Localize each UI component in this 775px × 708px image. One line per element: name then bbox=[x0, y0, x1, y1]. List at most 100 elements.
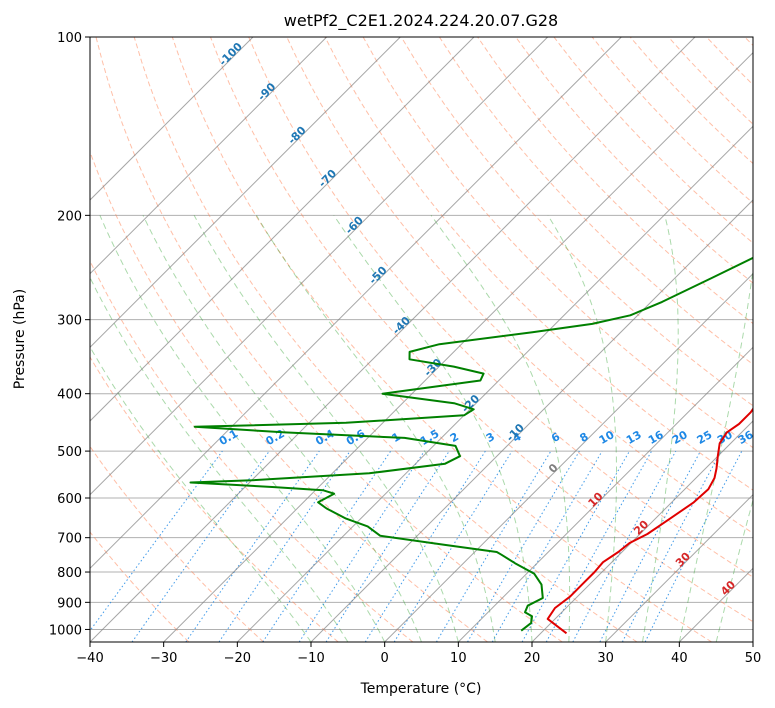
mixing-ratio-line bbox=[545, 450, 653, 642]
mixing-ratio-line bbox=[262, 450, 392, 642]
mixing-ratio-line bbox=[131, 450, 270, 642]
dry-adiabat-line bbox=[706, 37, 753, 86]
dry-adiabat-line bbox=[90, 531, 190, 642]
moist-adiabat-line bbox=[193, 215, 459, 642]
isotherm-line bbox=[90, 37, 696, 642]
y-tick-label: 900 bbox=[57, 596, 82, 611]
dry-adiabat-line bbox=[133, 37, 638, 642]
isotherm-line bbox=[90, 37, 328, 275]
x-tick-label: 30 bbox=[597, 651, 614, 666]
dry-adiabat-line bbox=[210, 37, 753, 623]
mixing-ratio-label: 3 bbox=[484, 430, 497, 445]
mixing-ratio-line bbox=[90, 450, 223, 632]
dry-adiabat-line bbox=[171, 37, 712, 642]
x-tick-label: 0 bbox=[381, 651, 389, 666]
mixing-ratio-label: 16 bbox=[646, 428, 666, 447]
isotherm-lines bbox=[90, 37, 753, 642]
y-tick-label: 1000 bbox=[49, 623, 82, 638]
isotherm-label: 30 bbox=[673, 549, 693, 569]
mixing-ratio-line bbox=[325, 450, 450, 642]
chart-title: wetPf2_C2E1.2024.224.20.07.G28 bbox=[284, 11, 558, 31]
x-tick-label: −30 bbox=[150, 651, 177, 666]
dry-adiabats bbox=[90, 37, 753, 642]
mixing-ratio-lines bbox=[90, 450, 743, 642]
y-tick-label: 700 bbox=[57, 532, 82, 547]
isotherm-label: -30 bbox=[421, 356, 444, 379]
mixing-ratio-label: 13 bbox=[624, 428, 644, 447]
mixing-ratio-line bbox=[599, 450, 701, 642]
mixing-ratio-label: 0.4 bbox=[313, 427, 337, 448]
x-tick-label: 50 bbox=[745, 651, 762, 666]
isotherm-line bbox=[90, 37, 475, 422]
dry-adiabat-line bbox=[438, 37, 753, 366]
isotherm-label: -80 bbox=[285, 124, 308, 147]
isotherm-label: 20 bbox=[631, 517, 651, 537]
isotherm-label: -90 bbox=[255, 80, 278, 103]
dry-adiabat-line bbox=[324, 37, 753, 491]
x-tick-label: 20 bbox=[524, 651, 541, 666]
isotherm-line bbox=[236, 125, 753, 642]
plot-area: 0.1 0.2 0.4 0.6 1 1.5 2 3 4 6 8 10 13 16 20 25 30 36-100-… bbox=[90, 37, 756, 642]
isotherm-label: -100 bbox=[216, 40, 245, 69]
plot-frame bbox=[89, 36, 754, 643]
isotherm-line bbox=[752, 641, 753, 642]
moist-adiabat-line bbox=[642, 215, 679, 642]
dry-adiabat-line bbox=[95, 37, 563, 642]
y-tick-label: 100 bbox=[57, 31, 82, 46]
isotherm-line bbox=[605, 493, 753, 642]
isobar-gridlines bbox=[90, 37, 753, 630]
y-tick-label: 200 bbox=[57, 209, 82, 224]
moist-adiabat-line bbox=[333, 215, 533, 642]
x-tick-label: 10 bbox=[450, 651, 467, 666]
dry-adiabat-line bbox=[90, 150, 488, 642]
isotherm-line bbox=[90, 37, 254, 201]
dewpoint-profile-line bbox=[189, 256, 753, 632]
dry-adiabat-line bbox=[90, 445, 264, 642]
mixing-ratio-line bbox=[298, 450, 425, 642]
isotherm-label: -10 bbox=[504, 421, 527, 444]
mixing-ratio-label: 10 bbox=[597, 428, 617, 447]
mixing-ratio-line bbox=[467, 450, 580, 642]
x-tick-label: −40 bbox=[76, 651, 103, 666]
dry-adiabat-line bbox=[248, 37, 753, 578]
y-axis: 100 200 300 400 500 600 700 800 900 1000 bbox=[49, 31, 90, 638]
mixing-ratio-label: 36 bbox=[736, 428, 756, 447]
moist-adiabat-line bbox=[90, 345, 312, 642]
mixing-ratio-label: 25 bbox=[695, 428, 715, 447]
mixing-ratio-line bbox=[393, 450, 513, 642]
profile-series bbox=[189, 256, 753, 635]
y-tick-label: 500 bbox=[57, 445, 82, 460]
moist-adiabat-line bbox=[678, 265, 753, 642]
y-tick-label: 300 bbox=[57, 314, 82, 329]
dry-adiabat-line bbox=[90, 259, 414, 642]
isotherm-line bbox=[90, 37, 401, 349]
y-tick-label: 800 bbox=[57, 566, 82, 581]
mixing-ratio-line bbox=[185, 450, 320, 642]
mixing-ratio-label: 2 bbox=[448, 430, 461, 445]
moist-adiabat-line bbox=[547, 215, 617, 642]
isotherm-line bbox=[678, 567, 753, 642]
isotherm-label: -40 bbox=[390, 314, 413, 337]
moist-adiabat-line bbox=[430, 215, 571, 642]
x-tick-label: −10 bbox=[297, 651, 324, 666]
dry-adiabat-line bbox=[515, 37, 753, 284]
moist-adiabats bbox=[90, 215, 753, 642]
y-axis-label: Pressure (hPa) bbox=[12, 289, 28, 389]
mixing-ratio-label: 1.5 bbox=[418, 427, 441, 448]
dry-adiabat-line bbox=[553, 37, 753, 244]
temperature-profile-line bbox=[546, 407, 753, 635]
x-axis-label: Temperature (°C) bbox=[360, 681, 482, 697]
isotherm-label: -50 bbox=[366, 264, 389, 287]
x-tick-label: 40 bbox=[671, 651, 688, 666]
dry-adiabat-line bbox=[400, 37, 753, 407]
x-tick-label: −20 bbox=[224, 651, 251, 666]
mixing-ratio-line bbox=[218, 450, 351, 642]
mixing-ratio-label: 30 bbox=[715, 428, 735, 447]
dry-adiabat-line bbox=[744, 37, 753, 47]
moist-adiabat-line bbox=[142, 215, 422, 642]
isotherm-line bbox=[384, 272, 753, 642]
dry-adiabat-line bbox=[90, 356, 339, 642]
isotherm-line bbox=[163, 51, 753, 642]
mixing-ratio-line bbox=[521, 450, 630, 642]
